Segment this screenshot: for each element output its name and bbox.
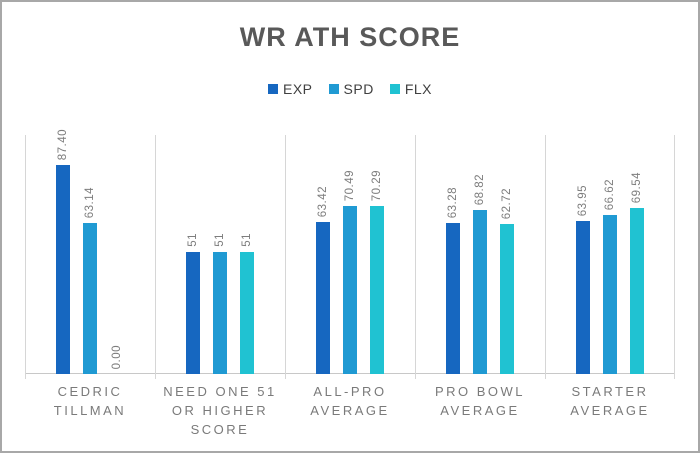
data-label-flx: 0.00 bbox=[111, 344, 123, 369]
legend-swatch-exp-icon bbox=[268, 84, 278, 94]
bar-flx bbox=[500, 224, 514, 374]
data-label-spd: 63.14 bbox=[84, 186, 96, 218]
bar-spd bbox=[343, 206, 357, 374]
legend-item-flx: FLX bbox=[389, 81, 432, 97]
data-label-exp: 63.28 bbox=[447, 186, 459, 218]
x-axis-label: CEDRIC TILLMAN bbox=[53, 384, 127, 418]
bar-exp bbox=[316, 222, 330, 374]
bar-flx bbox=[370, 206, 384, 374]
data-label-exp: 63.42 bbox=[317, 185, 329, 217]
data-label-flx: 51 bbox=[241, 233, 253, 247]
data-label-flx: 62.72 bbox=[501, 187, 513, 219]
data-label-spd: 66.62 bbox=[604, 178, 616, 210]
bar-exp bbox=[186, 252, 200, 374]
chart-legend: EXP SPD FLX bbox=[2, 81, 698, 97]
category-separator-line bbox=[155, 135, 156, 379]
x-axis-label: NEED ONE 51 OR HIGHER SCORE bbox=[163, 384, 277, 437]
bar-flx bbox=[630, 208, 644, 374]
data-label-exp: 51 bbox=[187, 233, 199, 247]
category-separator-line bbox=[674, 135, 675, 379]
data-label-spd: 68.82 bbox=[474, 173, 486, 205]
data-label-exp: 63.95 bbox=[577, 184, 589, 216]
legend-swatch-flx-icon bbox=[389, 84, 400, 94]
data-label-exp: 87.40 bbox=[57, 128, 69, 160]
bar-exp bbox=[56, 165, 70, 374]
bar-exp bbox=[446, 223, 460, 374]
data-label-spd: 51 bbox=[214, 233, 226, 247]
chart-title: WR ATH SCORE bbox=[239, 22, 461, 52]
legend-label-spd: SPD bbox=[343, 81, 374, 97]
x-axis-label: ALL-PRO AVERAGE bbox=[310, 384, 390, 418]
legend-label-flx: FLX bbox=[404, 81, 432, 97]
x-axis-label: PRO BOWL AVERAGE bbox=[434, 384, 526, 418]
bar-flx bbox=[240, 252, 254, 374]
bar-spd bbox=[603, 215, 617, 374]
plot-area: CEDRIC TILLMAN 87.40 63.14 0.00 NEED ONE 51 OR… bbox=[25, 129, 675, 437]
category-separator-line bbox=[545, 135, 546, 379]
category-separator-line bbox=[25, 135, 26, 379]
data-label-spd: 70.49 bbox=[344, 169, 356, 201]
x-axis-label: STARTER AVERAGE bbox=[570, 384, 650, 418]
legend-item-spd: SPD bbox=[328, 81, 374, 97]
bar-spd bbox=[213, 252, 227, 374]
data-label-flx: 70.29 bbox=[371, 169, 383, 201]
legend-item-exp: EXP bbox=[268, 81, 313, 97]
bar-spd bbox=[473, 210, 487, 374]
data-label-flx: 69.54 bbox=[631, 171, 643, 203]
bar-spd bbox=[83, 223, 97, 374]
category-separator-line bbox=[285, 135, 286, 379]
category-separator-line bbox=[415, 135, 416, 379]
bar-exp bbox=[576, 221, 590, 374]
legend-label-exp: EXP bbox=[283, 81, 313, 97]
legend-swatch-spd-icon bbox=[328, 84, 339, 94]
